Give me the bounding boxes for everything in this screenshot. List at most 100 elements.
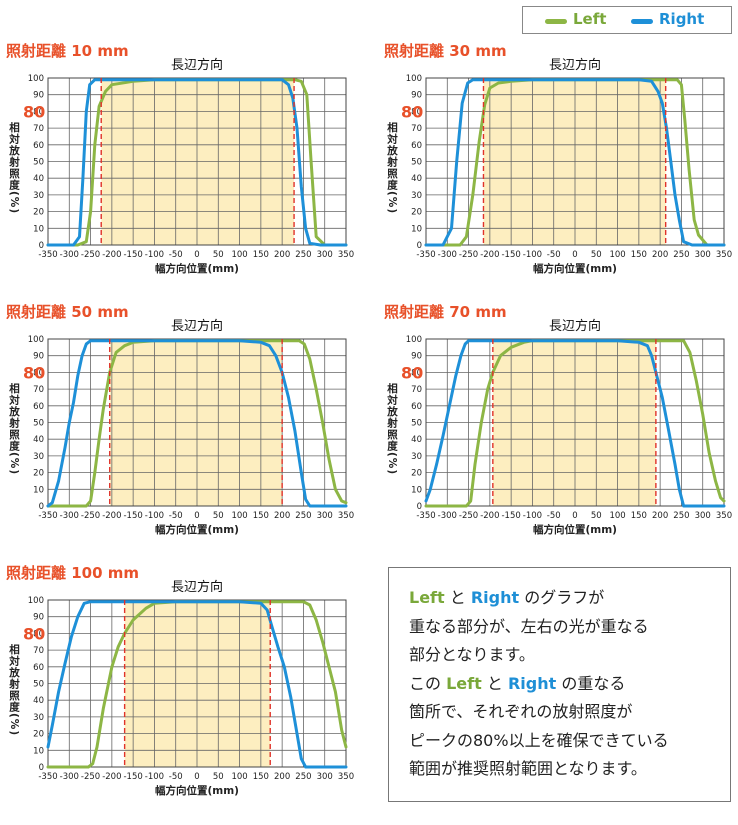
x-tick-label: 100 (609, 511, 625, 521)
y-tick-label: 80 (33, 629, 44, 639)
x-tick-label: 350 (338, 250, 354, 260)
y-tick-label: 80 (33, 107, 44, 117)
y-tick-label: 50 (33, 680, 44, 690)
y-tick-label: 20 (33, 469, 44, 479)
note-line-4: この Left と Right の重なる (409, 670, 720, 699)
y-tick-label: 10 (33, 485, 44, 495)
note-keyword-left: Left (446, 673, 482, 693)
series-line-right (46, 339, 348, 508)
chart-title: 照射距離 30 mm (384, 42, 507, 60)
x-axis-label: 幅方向位置(mm) (155, 784, 239, 797)
chart-title: 照射距離 70 mm (384, 303, 507, 321)
x-tick-label: -50 (547, 511, 561, 521)
x-tick-label: 150 (253, 772, 269, 782)
y-tick-label: 20 (33, 730, 44, 740)
x-tick-label: 150 (631, 250, 647, 260)
chart-subtitle: 長辺方向 (549, 57, 601, 73)
note-line-5: 箇所で、それぞれの放射照度が (409, 702, 633, 721)
y-tick-label: 40 (411, 174, 422, 184)
chart-panel-30mm: 照射距離 30 mm 長辺方向 0 10 20 30 40 50 60 70 80 90 100 -350… (378, 38, 738, 303)
y-tick-label: 20 (33, 208, 44, 218)
explanation-note: Left と Right のグラフが 重なる部分が、左右の光が重なる 部分となり… (388, 567, 731, 802)
x-tick-label: -250 (459, 511, 478, 521)
x-tick-label: 100 (231, 511, 247, 521)
x-tick-label: -300 (438, 511, 457, 521)
y-tick-label: 60 (411, 141, 422, 151)
y-tick-label: 40 (33, 435, 44, 445)
x-tick-label: 350 (716, 250, 732, 260)
x-tick-label: 100 (231, 250, 247, 260)
x-tick-label: -350 (38, 511, 57, 521)
highlight-80-label: 80 (23, 624, 45, 643)
x-tick-label: -150 (123, 511, 142, 521)
chart-subtitle: 長辺方向 (549, 318, 601, 334)
x-tick-label: 250 (295, 772, 311, 782)
note-text: のグラフが (524, 588, 605, 607)
x-tick-label: -200 (480, 250, 499, 260)
legend-right-swatch (631, 19, 653, 24)
note-text: と (486, 673, 503, 693)
note-text: この (409, 673, 442, 693)
x-tick-label: 150 (253, 511, 269, 521)
x-tick-label: -50 (169, 511, 183, 521)
series-line-right (46, 600, 348, 769)
x-tick-label: 0 (194, 772, 199, 782)
chart-svg: 照射距離 10 mm 長辺方向 0 10 20 30 40 50 60 70 80 90 100 -350… (6, 42, 354, 275)
x-tick-label: 150 (253, 250, 269, 260)
y-tick-label: 0 (39, 763, 44, 773)
x-tick-label: -100 (145, 511, 164, 521)
note-keyword-left: Left (409, 588, 445, 607)
y-tick-label: 70 (33, 646, 44, 656)
x-axis-label: 幅方向位置(mm) (533, 523, 617, 536)
y-tick-label: 80 (33, 368, 44, 378)
x-tick-label: 300 (695, 511, 711, 521)
x-tick-label: -200 (102, 511, 121, 521)
y-tick-label: 100 (406, 335, 422, 345)
x-tick-label: -50 (169, 250, 183, 260)
x-tick-label: -350 (38, 250, 57, 260)
y-tick-label: 90 (33, 91, 44, 101)
x-tick-label: 50 (591, 250, 602, 260)
y-tick-label: 30 (33, 452, 44, 462)
x-tick-label: 200 (274, 772, 290, 782)
y-tick-label: 100 (28, 335, 44, 345)
series-line-right (46, 78, 348, 247)
chart-svg: 照射距離 70 mm 長辺方向 0 10 20 30 40 50 60 70 80 90 100 -350… (384, 303, 732, 536)
x-axis-label: 幅方向位置(mm) (155, 262, 239, 275)
x-tick-label: 50 (213, 250, 224, 260)
chart-subtitle: 長辺方向 (171, 318, 223, 334)
y-tick-label: 30 (411, 191, 422, 201)
y-axis-label: 相対放射照度(%) (8, 121, 20, 214)
y-tick-label: 100 (28, 596, 44, 606)
x-tick-label: 100 (231, 772, 247, 782)
x-tick-label: 200 (652, 250, 668, 260)
y-tick-label: 20 (411, 208, 422, 218)
note-line-7: 範囲が推奨照射範囲となります。 (409, 759, 647, 778)
x-tick-label: 200 (652, 511, 668, 521)
note-keyword-right: Right (507, 673, 557, 693)
x-tick-label: -150 (123, 772, 142, 782)
x-tick-label: 50 (213, 511, 224, 521)
y-tick-label: 50 (411, 158, 422, 168)
y-tick-label: 70 (411, 124, 422, 134)
y-tick-label: 50 (33, 158, 44, 168)
y-tick-label: 40 (411, 435, 422, 445)
x-tick-label: -50 (547, 250, 561, 260)
plot-frame (47, 77, 347, 246)
y-tick-label: 80 (411, 368, 422, 378)
x-tick-label: -150 (123, 250, 142, 260)
x-tick-label: 350 (338, 511, 354, 521)
chart-subtitle: 長辺方向 (171, 579, 223, 595)
plot-frame (47, 599, 347, 768)
highlight-80-label: 80 (401, 363, 423, 382)
x-tick-label: -250 (81, 511, 100, 521)
x-tick-label: -350 (416, 250, 435, 260)
chart-panel-70mm: 照射距離 70 mm 長辺方向 0 10 20 30 40 50 60 70 80 90 100 -350… (378, 299, 738, 564)
x-tick-label: -100 (145, 772, 164, 782)
x-tick-label: 200 (274, 511, 290, 521)
highlight-80-label: 80 (23, 363, 45, 382)
y-tick-label: 70 (33, 385, 44, 395)
x-tick-label: 350 (338, 772, 354, 782)
y-tick-label: 60 (33, 663, 44, 673)
y-tick-label: 40 (33, 696, 44, 706)
